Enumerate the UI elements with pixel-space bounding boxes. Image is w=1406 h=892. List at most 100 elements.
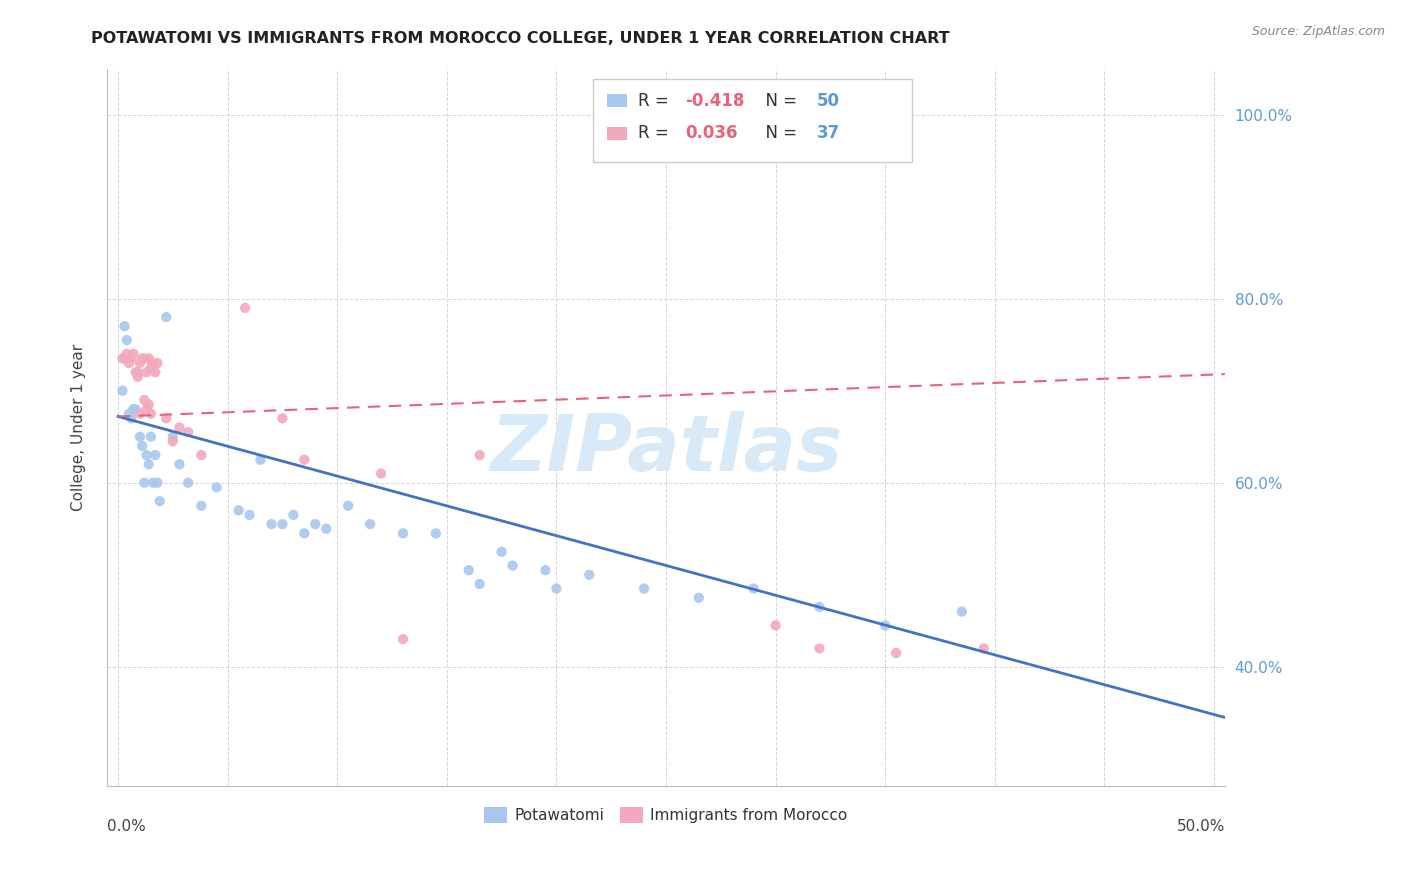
Point bbox=[155, 310, 177, 324]
Point bbox=[146, 356, 169, 370]
FancyBboxPatch shape bbox=[593, 79, 912, 161]
Point bbox=[124, 402, 146, 417]
Point bbox=[292, 526, 315, 541]
Point bbox=[190, 499, 212, 513]
Point bbox=[138, 397, 160, 411]
Point bbox=[233, 301, 256, 315]
Point bbox=[491, 545, 513, 559]
Point bbox=[120, 411, 142, 425]
FancyBboxPatch shape bbox=[607, 127, 627, 140]
Point bbox=[143, 365, 166, 379]
Point bbox=[249, 452, 271, 467]
Point bbox=[875, 618, 897, 632]
Text: 50.0%: 50.0% bbox=[1177, 819, 1225, 834]
FancyBboxPatch shape bbox=[607, 95, 627, 107]
Point bbox=[111, 351, 134, 366]
Point bbox=[162, 430, 184, 444]
Text: R =: R = bbox=[638, 92, 673, 110]
Point bbox=[271, 517, 294, 532]
Text: N =: N = bbox=[755, 92, 803, 110]
Point bbox=[127, 370, 149, 384]
Point bbox=[142, 475, 165, 490]
Point bbox=[578, 567, 600, 582]
Point bbox=[260, 517, 283, 532]
Point bbox=[546, 582, 568, 596]
Point bbox=[468, 577, 491, 591]
Point bbox=[118, 407, 141, 421]
Point bbox=[129, 407, 152, 421]
Point bbox=[177, 425, 200, 439]
Point bbox=[177, 475, 200, 490]
Text: N =: N = bbox=[755, 124, 803, 142]
Text: 50: 50 bbox=[817, 92, 839, 110]
Point bbox=[228, 503, 250, 517]
Point bbox=[973, 641, 995, 656]
Text: POTAWATOMI VS IMMIGRANTS FROM MOROCCO COLLEGE, UNDER 1 YEAR CORRELATION CHART: POTAWATOMI VS IMMIGRANTS FROM MOROCCO CO… bbox=[91, 31, 950, 46]
Text: 37: 37 bbox=[817, 124, 841, 142]
Point bbox=[292, 452, 315, 467]
Point bbox=[304, 517, 326, 532]
Point bbox=[114, 351, 136, 366]
Point bbox=[134, 475, 156, 490]
Point bbox=[392, 632, 415, 647]
Point bbox=[633, 582, 655, 596]
Point bbox=[139, 360, 162, 375]
Point bbox=[534, 563, 557, 577]
Point bbox=[884, 646, 907, 660]
Point bbox=[114, 319, 136, 334]
Text: -0.418: -0.418 bbox=[685, 92, 744, 110]
Point bbox=[139, 430, 162, 444]
Point bbox=[283, 508, 305, 522]
Point bbox=[425, 526, 447, 541]
Point bbox=[457, 563, 479, 577]
Point bbox=[337, 499, 360, 513]
Point bbox=[315, 522, 337, 536]
Point bbox=[392, 526, 415, 541]
Point bbox=[808, 641, 831, 656]
Point bbox=[122, 402, 145, 417]
Point bbox=[124, 365, 146, 379]
Text: ZIPatlas: ZIPatlas bbox=[489, 411, 842, 487]
Y-axis label: College, Under 1 year: College, Under 1 year bbox=[72, 344, 86, 511]
Point bbox=[134, 351, 156, 366]
Text: Source: ZipAtlas.com: Source: ZipAtlas.com bbox=[1251, 25, 1385, 38]
Point bbox=[808, 599, 831, 614]
Point bbox=[169, 420, 191, 434]
Point bbox=[238, 508, 260, 522]
Point bbox=[162, 434, 184, 449]
Point bbox=[146, 475, 169, 490]
Point bbox=[135, 365, 157, 379]
Point bbox=[139, 407, 162, 421]
Legend: Potawatomi, Immigrants from Morocco: Potawatomi, Immigrants from Morocco bbox=[478, 801, 853, 829]
Text: 0.0%: 0.0% bbox=[107, 819, 146, 834]
Point bbox=[129, 430, 152, 444]
Point bbox=[122, 347, 145, 361]
Point bbox=[468, 448, 491, 462]
Text: 0.036: 0.036 bbox=[685, 124, 738, 142]
Point bbox=[138, 458, 160, 472]
Point bbox=[742, 582, 765, 596]
Point bbox=[765, 618, 787, 632]
Point bbox=[359, 517, 381, 532]
Point bbox=[120, 351, 142, 366]
Point bbox=[688, 591, 710, 605]
Point bbox=[118, 356, 141, 370]
Text: R =: R = bbox=[638, 124, 673, 142]
Point bbox=[950, 605, 973, 619]
Point bbox=[155, 411, 177, 425]
Point bbox=[127, 365, 149, 379]
Point bbox=[135, 402, 157, 417]
Point bbox=[205, 480, 228, 494]
Point bbox=[138, 351, 160, 366]
Point bbox=[115, 333, 138, 347]
Point bbox=[190, 448, 212, 462]
Point bbox=[131, 439, 153, 453]
Point bbox=[271, 411, 294, 425]
Point bbox=[370, 467, 392, 481]
Point bbox=[142, 356, 165, 370]
Point bbox=[115, 347, 138, 361]
Point bbox=[169, 458, 191, 472]
Point bbox=[135, 448, 157, 462]
Point bbox=[131, 351, 153, 366]
Point bbox=[111, 384, 134, 398]
